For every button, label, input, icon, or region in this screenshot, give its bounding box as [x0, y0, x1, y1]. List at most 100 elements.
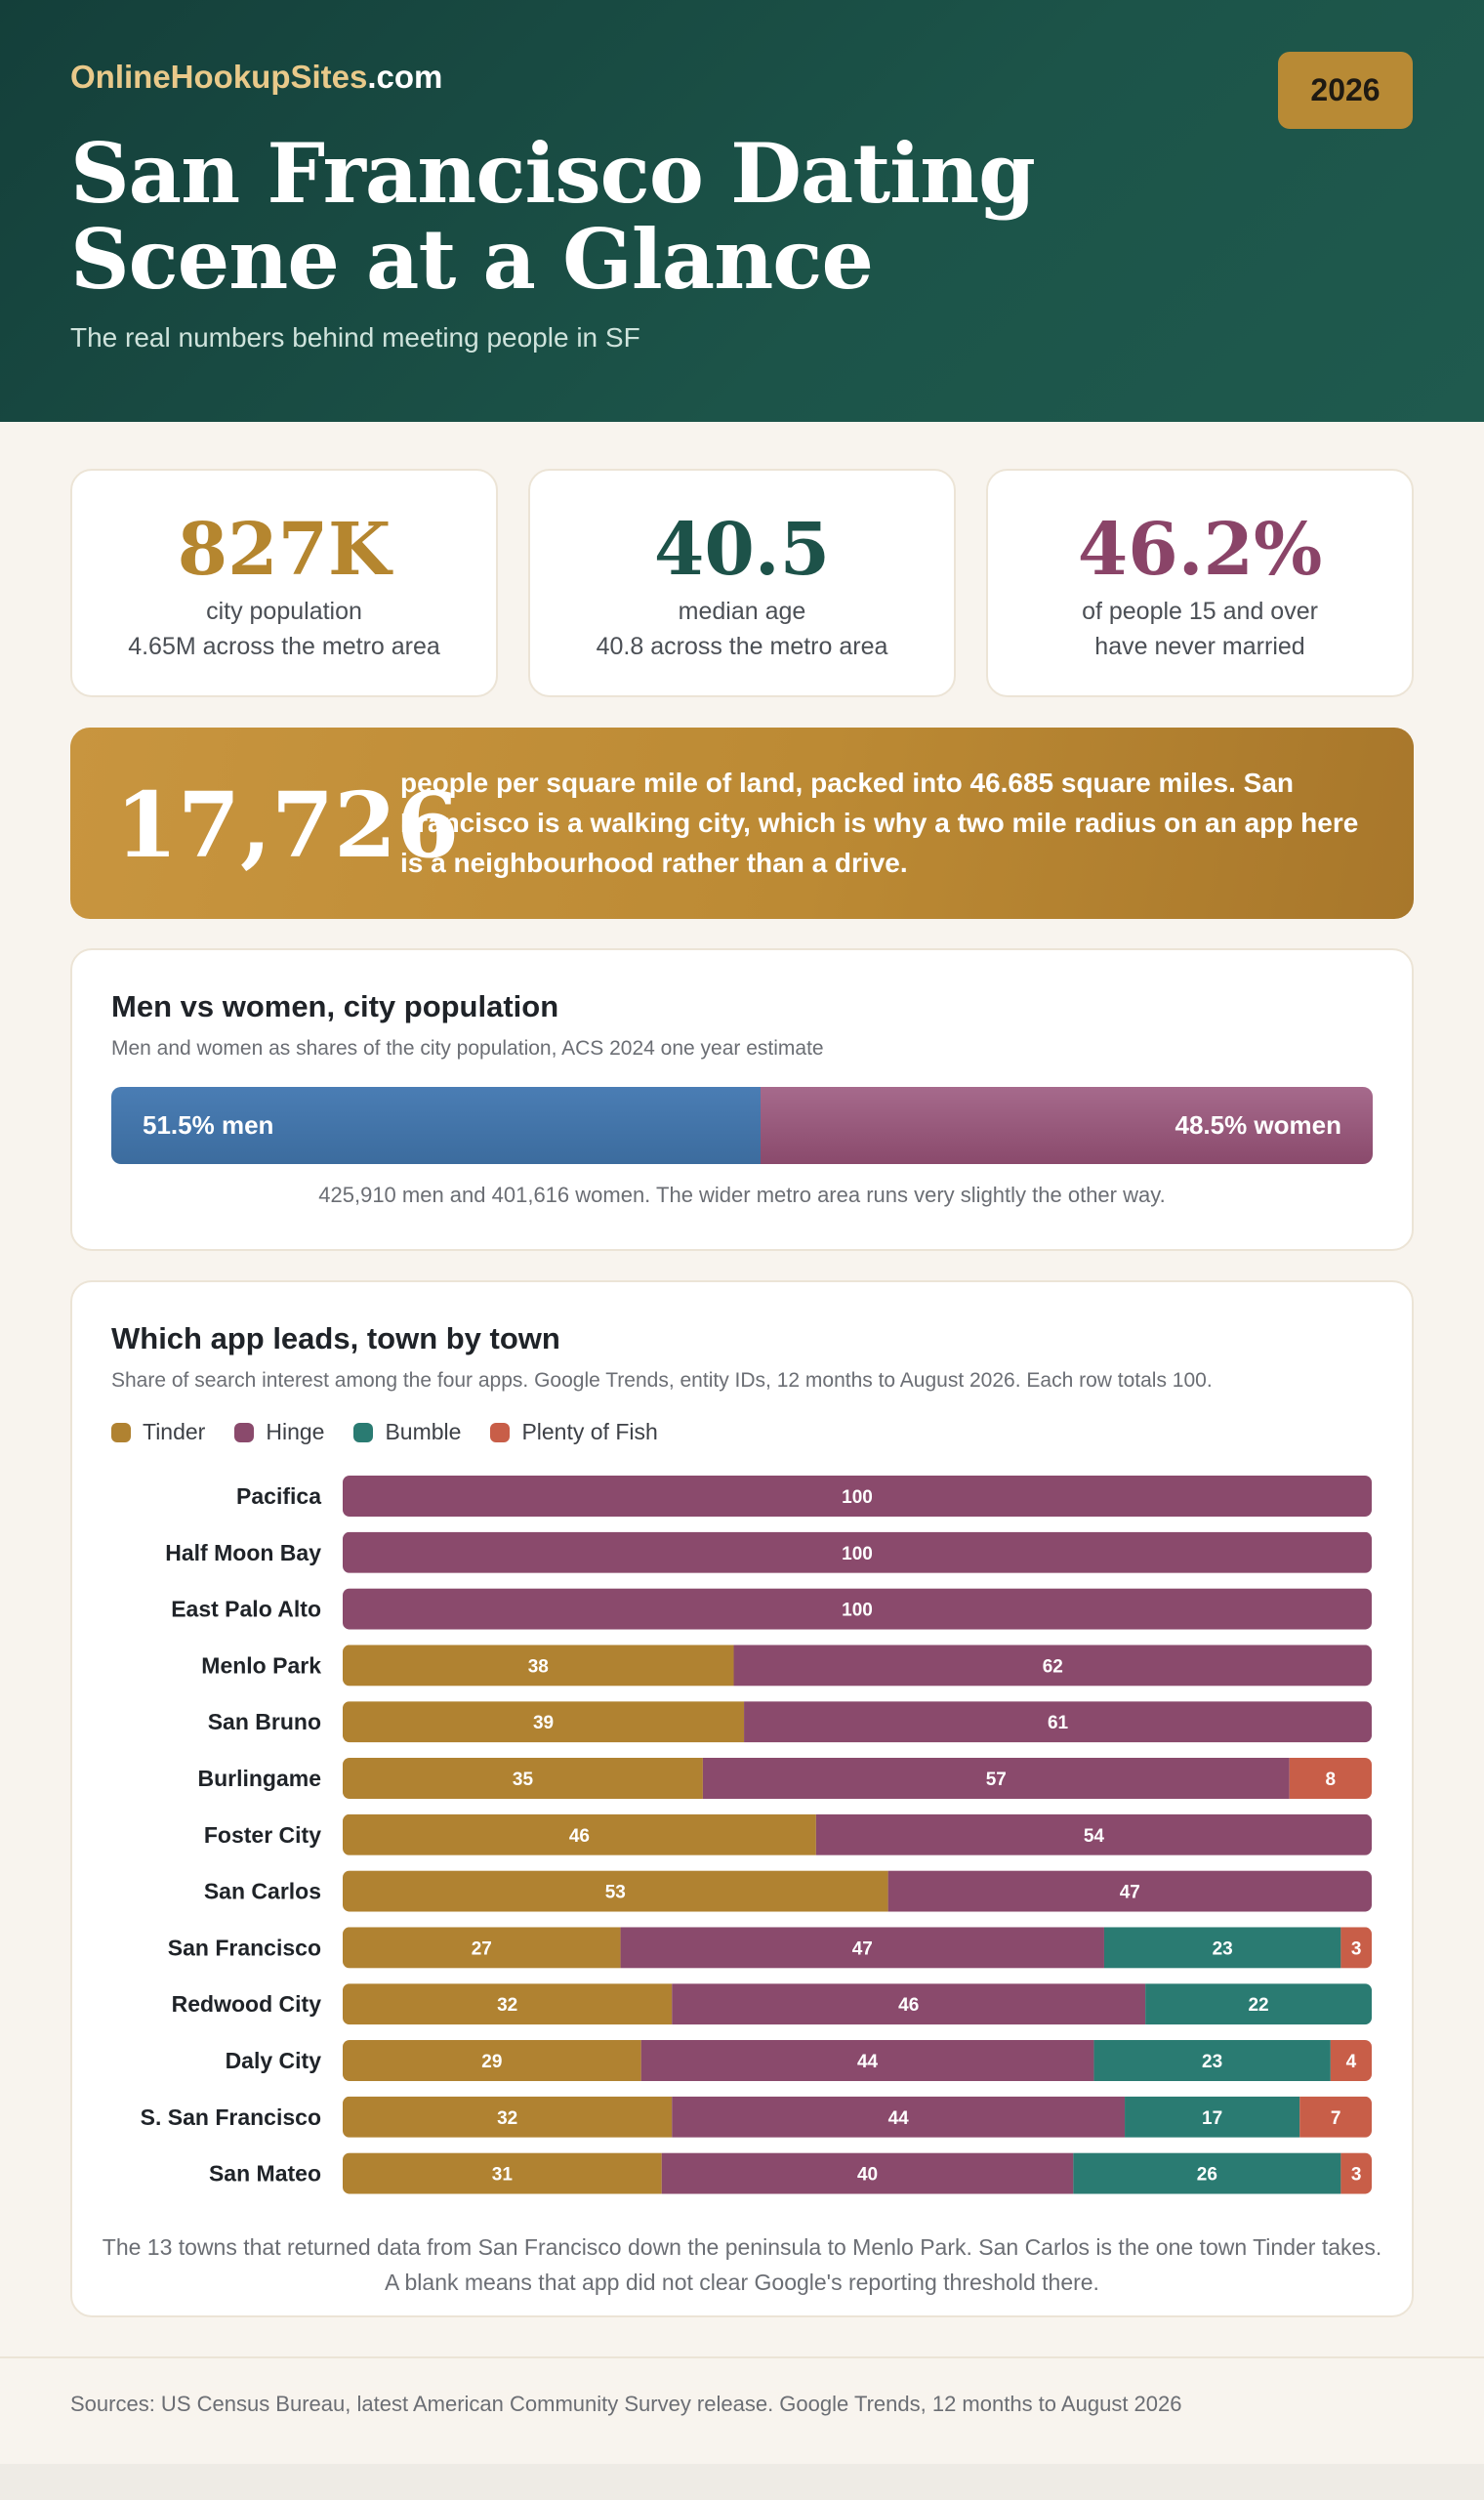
stat-label-line-2: 40.8 across the metro area — [596, 633, 888, 660]
chart-row: Redwood City 32 46 22 — [172, 1983, 1372, 2025]
category-label: S. San Francisco — [141, 2104, 321, 2130]
legend-swatch — [234, 1422, 255, 1442]
stat-card-median-age: 40.5 median age 40.8 across the metro ar… — [528, 469, 956, 697]
category-label: East Palo Alto — [171, 1597, 321, 1622]
bar-segment-tinder — [343, 1645, 734, 1687]
legend-label: Bumble — [385, 1419, 462, 1444]
bar-segment-hinge — [661, 2152, 1074, 2194]
apps-subtitle: Share of search interest among the four … — [111, 1369, 1213, 1392]
chart-row: San Francisco 27 47 23 3 — [168, 1927, 1372, 1969]
category-label: Menlo Park — [201, 1652, 321, 1678]
chart-row: Half Moon Bay 100 — [165, 1531, 1372, 1573]
bar-segment-hinge — [672, 1983, 1146, 2025]
bar-segment-bumble — [1103, 1927, 1341, 1969]
data-label: 47 — [1120, 1883, 1140, 1903]
bar-segment-tinder — [343, 2040, 641, 2081]
footer-sources: Sources: US Census Bureau, latest Americ… — [70, 2392, 1182, 2416]
stat-label-line-1: city population — [206, 598, 362, 625]
page-title: San Francisco Dating Scene at a Glance — [70, 131, 1144, 303]
title-line-2: Scene at a Glance — [70, 211, 874, 308]
bar-segment-plenty-of-fish — [1340, 1927, 1372, 1969]
data-label: 100 — [842, 1601, 873, 1621]
bar-segment-hinge — [815, 1813, 1372, 1855]
data-label: 8 — [1326, 1770, 1337, 1790]
category-label: San Carlos — [204, 1879, 321, 1904]
data-label: 57 — [986, 1770, 1007, 1790]
men-share-segment: 51.5% men — [111, 1087, 762, 1164]
bar-segment-hinge — [620, 1927, 1104, 1969]
bar-segment-plenty-of-fish — [1299, 2096, 1372, 2138]
bar-segment-tinder — [343, 1758, 703, 1799]
brand-suffix: .com — [367, 59, 443, 95]
data-label: 32 — [497, 2108, 517, 2129]
chart-row: Foster City 46 54 — [204, 1813, 1372, 1855]
gender-panel: Men vs women, city population Men and wo… — [70, 948, 1414, 1251]
data-label: 100 — [842, 1487, 873, 1508]
data-label: 29 — [481, 2052, 502, 2072]
data-label: 7 — [1331, 2108, 1341, 2129]
bar-segment-plenty-of-fish — [1340, 2152, 1372, 2194]
chart-note-line-2: A blank means that app did not clear Goo… — [385, 2270, 1099, 2295]
gender-subtitle: Men and women as shares of the city popu… — [111, 1037, 824, 1060]
bar-segment-hinge — [702, 1758, 1290, 1799]
stat-card-never-married: 46.2% of people 15 and over have never m… — [986, 469, 1414, 697]
data-label: 3 — [1351, 1938, 1362, 1959]
brand-logo[interactable]: OnlineHookupSites.com — [70, 59, 442, 96]
data-label: 23 — [1202, 2052, 1222, 2072]
brand-name: OnlineHookupSites — [70, 59, 368, 95]
stat-value: 40.5 — [653, 508, 831, 592]
year-badge: 2026 — [1278, 52, 1413, 129]
category-label: San Bruno — [208, 1709, 321, 1734]
category-label: Foster City — [204, 1822, 321, 1848]
apps-title: Which app leads, town by town — [111, 1321, 560, 1355]
legend-label: Plenty of Fish — [521, 1419, 658, 1444]
bar-segment-tinder — [343, 1813, 816, 1855]
bar-segment-tinder — [343, 2152, 662, 2194]
chart-row: San Carlos 53 47 — [204, 1870, 1372, 1912]
legend-item-hinge: Hinge — [234, 1419, 324, 1445]
bar-segment-tinder — [343, 1927, 621, 1969]
footer: Sources: US Census Bureau, latest Americ… — [0, 2356, 1484, 2464]
data-label: 27 — [472, 1938, 492, 1959]
legend-item-bumble: Bumble — [353, 1419, 461, 1445]
data-label: 38 — [528, 1656, 549, 1677]
data-label: 62 — [1043, 1656, 1063, 1677]
bar-segment-hinge — [672, 2096, 1126, 2138]
density-value: 17,726 — [115, 772, 460, 878]
gender-split-bar: 51.5% men 48.5% women — [111, 1087, 1373, 1164]
data-label: 4 — [1346, 2052, 1357, 2072]
data-label: 23 — [1213, 1938, 1233, 1959]
data-label: 3 — [1351, 2165, 1362, 2186]
bar-segment-tinder — [343, 1983, 673, 2025]
bar-segment-plenty-of-fish — [1289, 1758, 1372, 1799]
bar-segment-hinge — [733, 1645, 1372, 1687]
category-label: Redwood City — [172, 1991, 322, 2017]
gender-title: Men vs women, city population — [111, 989, 559, 1023]
data-label: 17 — [1202, 2108, 1222, 2129]
bar-segment-hinge — [343, 1588, 1372, 1630]
stat-label: of people 15 and over have never married — [988, 594, 1412, 664]
chart-note: The 13 towns that returned data from San… — [72, 2229, 1412, 2300]
data-label: 32 — [497, 1995, 517, 2016]
chart-row: Menlo Park 38 62 — [201, 1645, 1372, 1687]
chart-row: Burlingame 35 57 8 — [197, 1758, 1372, 1799]
legend-swatch — [353, 1422, 374, 1442]
bar-segment-tinder — [343, 1870, 888, 1912]
bar-segment-plenty-of-fish — [1330, 2040, 1372, 2081]
chart-legend: Tinder Hinge Bumble Plenty of Fish — [111, 1419, 658, 1445]
data-label: 35 — [513, 1770, 534, 1790]
bar-segment-bumble — [1125, 2096, 1300, 2138]
header-banner: OnlineHookupSites.com 2026 San Francisco… — [0, 0, 1484, 422]
data-label: 47 — [852, 1938, 873, 1959]
legend-label: Hinge — [266, 1419, 325, 1444]
data-label: 46 — [898, 1995, 919, 2016]
women-share-label: 48.5% women — [1175, 1110, 1341, 1140]
density-banner: 17,726 people per square mile of land, p… — [70, 728, 1414, 919]
bar-segment-bumble — [1093, 2040, 1331, 2081]
data-label: 39 — [533, 1713, 554, 1733]
bar-segment-hinge — [640, 2040, 1094, 2081]
bar-segment-hinge — [887, 1870, 1372, 1912]
category-label: San Francisco — [168, 1935, 321, 1960]
bar-segment-hinge — [744, 1701, 1372, 1743]
